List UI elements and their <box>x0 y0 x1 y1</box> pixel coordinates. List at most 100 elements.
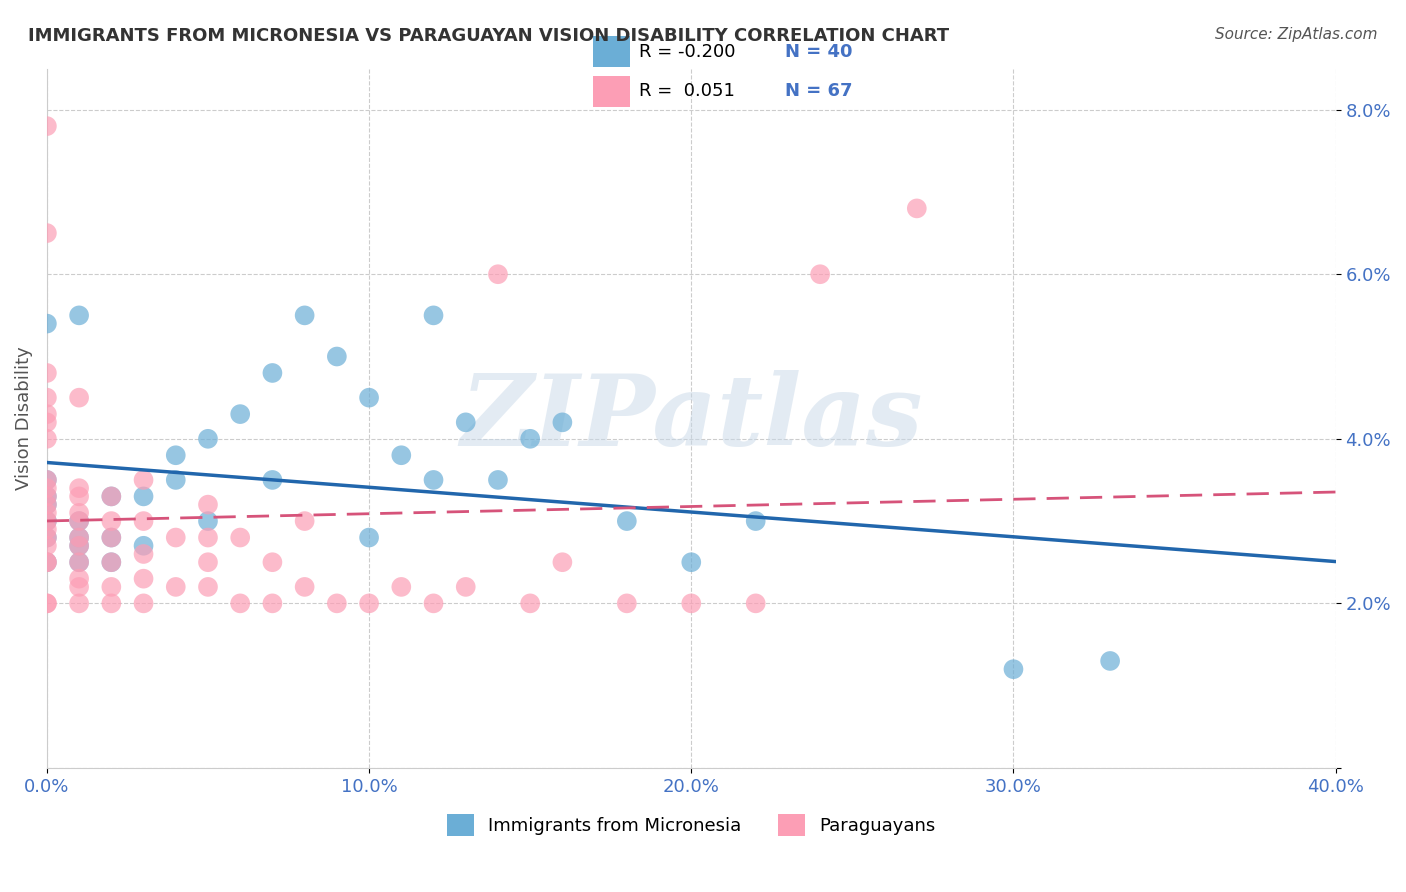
Point <box>454 580 477 594</box>
Point <box>100 555 122 569</box>
Point <box>454 415 477 429</box>
Point <box>35 596 58 610</box>
Point <box>100 489 122 503</box>
Point <box>67 555 90 569</box>
Point <box>35 489 58 503</box>
Point <box>165 580 187 594</box>
Point <box>519 596 541 610</box>
Point <box>1002 662 1025 676</box>
Point <box>67 580 90 594</box>
Text: R =  0.051: R = 0.051 <box>640 82 735 100</box>
Point <box>35 539 58 553</box>
Point <box>165 473 187 487</box>
Point <box>197 432 219 446</box>
Point <box>100 514 122 528</box>
Point <box>389 580 412 594</box>
Point <box>132 473 155 487</box>
Text: R = -0.200: R = -0.200 <box>640 43 735 61</box>
Point <box>67 391 90 405</box>
Point <box>229 531 252 545</box>
Point <box>551 415 574 429</box>
Text: Source: ZipAtlas.com: Source: ZipAtlas.com <box>1215 27 1378 42</box>
Point <box>681 555 703 569</box>
Point <box>197 498 219 512</box>
Legend: Immigrants from Micronesia, Paraguayans: Immigrants from Micronesia, Paraguayans <box>440 806 943 843</box>
Point <box>67 309 90 323</box>
Point <box>326 350 349 364</box>
Point <box>67 539 90 553</box>
Point <box>35 391 58 405</box>
Point <box>35 473 58 487</box>
Point <box>100 596 122 610</box>
Point <box>359 391 381 405</box>
Point <box>67 489 90 503</box>
Point <box>35 514 58 528</box>
Point <box>100 580 122 594</box>
Point <box>35 407 58 421</box>
Point <box>35 596 58 610</box>
Point <box>551 555 574 569</box>
Point <box>35 119 58 133</box>
Point <box>67 506 90 520</box>
Point <box>67 572 90 586</box>
Point <box>67 531 90 545</box>
Point <box>35 498 58 512</box>
Point <box>35 415 58 429</box>
Point <box>132 596 155 610</box>
Point <box>35 317 58 331</box>
Point <box>132 539 155 553</box>
Point <box>132 489 155 503</box>
Point <box>1099 654 1122 668</box>
Point <box>100 531 122 545</box>
Point <box>519 432 541 446</box>
Point <box>132 547 155 561</box>
Point <box>197 555 219 569</box>
Point <box>35 514 58 528</box>
Point <box>616 596 638 610</box>
Point <box>67 596 90 610</box>
Point <box>35 522 58 536</box>
Point <box>359 531 381 545</box>
Point <box>132 572 155 586</box>
Point <box>67 531 90 545</box>
Point <box>359 596 381 610</box>
Point <box>35 498 58 512</box>
Point <box>35 481 58 495</box>
Point <box>616 514 638 528</box>
Y-axis label: Vision Disability: Vision Disability <box>15 346 32 490</box>
Point <box>262 555 284 569</box>
Point <box>905 202 928 216</box>
Point <box>100 531 122 545</box>
Point <box>35 489 58 503</box>
Point <box>486 473 509 487</box>
Point <box>389 448 412 462</box>
Bar <box>593 76 630 107</box>
Text: N = 40: N = 40 <box>785 43 852 61</box>
Point <box>35 366 58 380</box>
Point <box>35 555 58 569</box>
Text: N = 67: N = 67 <box>785 82 852 100</box>
Point <box>132 514 155 528</box>
Point <box>294 309 316 323</box>
Point <box>67 555 90 569</box>
Point <box>35 473 58 487</box>
Point <box>262 596 284 610</box>
Point <box>681 596 703 610</box>
Point <box>35 555 58 569</box>
Point <box>294 514 316 528</box>
Point <box>67 514 90 528</box>
Point <box>294 580 316 594</box>
Point <box>35 531 58 545</box>
Point <box>35 531 58 545</box>
Text: ZIPatlas: ZIPatlas <box>460 370 922 467</box>
Point <box>422 473 444 487</box>
Point <box>67 481 90 495</box>
Point <box>808 267 831 281</box>
Point <box>262 473 284 487</box>
Point <box>197 514 219 528</box>
Point <box>35 432 58 446</box>
Point <box>100 489 122 503</box>
Point <box>165 531 187 545</box>
Point <box>35 555 58 569</box>
Point <box>229 596 252 610</box>
